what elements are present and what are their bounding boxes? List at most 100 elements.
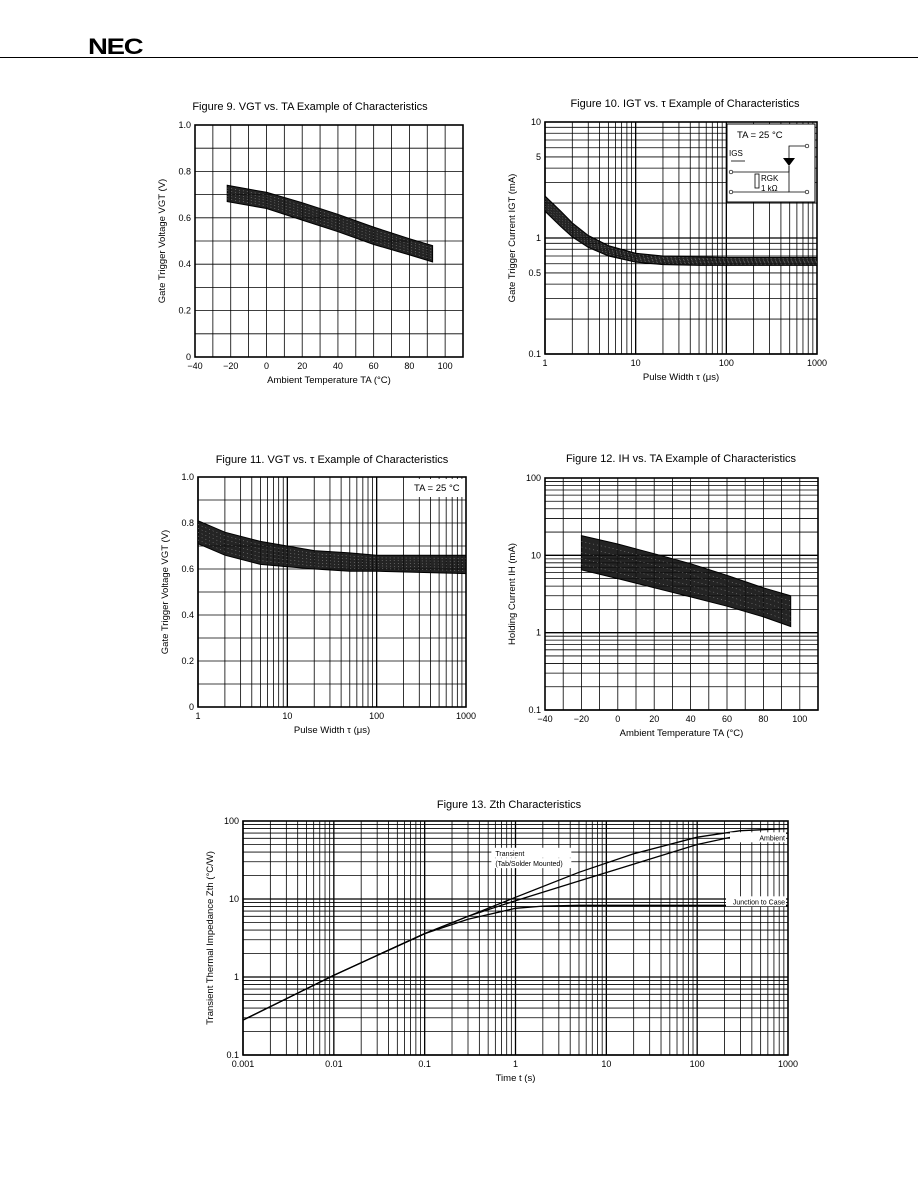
y-tick-label: 0.2: [181, 656, 194, 666]
band-texture-line: [544, 208, 817, 265]
x-axis-label: Pulse Width τ (μs): [643, 372, 719, 383]
x-tick-label: 60: [369, 361, 379, 371]
band-texture-line: [581, 546, 791, 607]
plot-frame: [544, 477, 819, 711]
grid: [242, 821, 788, 1056]
y-tick-label: 10: [229, 894, 239, 904]
y-tick-label: 1: [234, 972, 239, 982]
chart-title: Figure 9. VGT vs. TA Example of Characte…: [192, 101, 428, 113]
y-tick-label: 0.6: [181, 564, 194, 574]
x-tick-label: 1: [195, 711, 200, 721]
band-texture-line: [544, 206, 817, 263]
plot-frame: [544, 121, 818, 355]
series-label: Ambient: [759, 835, 785, 842]
x-tick-label: 60: [722, 714, 732, 724]
y-tick-label: 10: [531, 117, 541, 127]
y-tick-label: 1: [536, 628, 541, 638]
x-tick-label: 100: [792, 714, 807, 724]
y-tick-label: 0.1: [226, 1050, 239, 1060]
label-bg: [491, 858, 572, 869]
y-tick-label: 1: [536, 233, 541, 243]
y-axis-label: Gate Trigger Current IGT (mA): [507, 174, 518, 303]
x-tick-label: −40: [187, 361, 202, 371]
label-bg: [730, 832, 786, 843]
x-tick-label: 20: [649, 714, 659, 724]
figure-11-chart: TA = 25 °C 1 10 100 1000 0 0.2 0.4 0.6 0.8 1.0 Puls…: [160, 454, 476, 736]
y-tick-label: 0.5: [528, 268, 541, 278]
annotation-text: TA = 25 °C: [737, 130, 783, 141]
x-tick-label: 40: [333, 361, 343, 371]
band-texture-line: [581, 558, 791, 617]
plot-frame: [242, 820, 789, 1056]
x-tick-label: 1: [513, 1059, 518, 1069]
y-axis-label: Gate Trigger Voltage VGT (V): [160, 530, 171, 654]
y-tick-label: 0.8: [178, 166, 191, 176]
grid: [194, 124, 464, 358]
x-axis-label: Pulse Width τ (μs): [294, 725, 370, 736]
data-band: [580, 534, 792, 628]
x-tick-label: −20: [574, 714, 589, 724]
x-tick-label: 1000: [456, 711, 476, 721]
figure-9-chart: −40 −20 0 20 40 60 80 100 0 0.2 0.4 0.6 0.8 1.0 Ambien…: [157, 101, 464, 386]
x-tick-label: 1000: [807, 358, 827, 368]
x-tick-label: −20: [223, 361, 238, 371]
x-tick-label: 100: [438, 361, 453, 371]
band-texture-line: [581, 541, 791, 602]
inset-current-label: IGS: [729, 149, 743, 158]
x-tick-label: 1000: [778, 1059, 798, 1069]
plot-frame: [194, 124, 464, 358]
x-tick-label: 100: [719, 358, 734, 368]
x-axis-label: Ambient Temperature TA (°C): [267, 375, 391, 386]
band-texture-line: [581, 552, 791, 612]
series-label: Junction to Case: [733, 899, 785, 906]
inset-terminal: [728, 189, 734, 195]
y-tick-label: 0.8: [181, 518, 194, 528]
y-tick-label: 0.1: [528, 705, 541, 715]
inset-resistor-label: RGK: [761, 174, 779, 183]
y-tick-label: 0: [186, 352, 191, 362]
y-axis-label: Gate Trigger Voltage VGT (V): [157, 179, 168, 303]
x-tick-label: 0.001: [232, 1059, 255, 1069]
annotation-text: TA = 25 °C: [414, 483, 460, 494]
x-tick-label: 80: [758, 714, 768, 724]
y-tick-label: 0.4: [178, 259, 191, 269]
nec-logo: NEC: [88, 34, 144, 59]
inset-terminal: [804, 143, 810, 149]
inset-resistor-value: 1 kΩ: [761, 184, 778, 193]
band-texture-line: [544, 203, 817, 262]
series-label: Transient: [495, 851, 524, 858]
y-tick-label: 100: [526, 473, 541, 483]
x-tick-label: 0: [264, 361, 269, 371]
grid: [197, 476, 466, 708]
figure-13-chart: Ambient Transient (Tab/Solder Mounted) Junc…: [205, 799, 798, 1084]
x-tick-label: 10: [601, 1059, 611, 1069]
x-axis-label: Time t (s): [496, 1073, 536, 1084]
y-tick-label: 0.1: [528, 349, 541, 359]
y-tick-label: 100: [224, 816, 239, 826]
inset-frame: [726, 123, 816, 203]
x-tick-label: 1: [542, 358, 547, 368]
x-tick-label: −40: [537, 714, 552, 724]
chart-title: Figure 12. IH vs. TA Example of Characte…: [566, 453, 797, 465]
series-line-2: [242, 904, 788, 1021]
inset-wire: [788, 145, 807, 158]
y-tick-label: 0.6: [178, 213, 191, 223]
y-tick-label: 0: [189, 702, 194, 712]
x-tick-label: 0.01: [325, 1059, 343, 1069]
x-axis-label: Ambient Temperature TA (°C): [620, 728, 744, 739]
plot-frame: [197, 476, 467, 708]
chart-title: Figure 11. VGT vs. τ Example of Characte…: [216, 454, 449, 466]
inset-resistor: [754, 173, 760, 189]
label-bg: [726, 896, 786, 907]
inset-terminal: [804, 189, 810, 195]
thyristor-symbol: [783, 158, 795, 166]
y-axis-label: Holding Current IH (mA): [507, 543, 518, 645]
band-texture: [544, 198, 817, 265]
x-tick-label: 20: [297, 361, 307, 371]
y-tick-label: 1.0: [178, 120, 191, 130]
inset-terminal: [728, 169, 734, 175]
x-tick-label: 10: [631, 358, 641, 368]
band-texture-line: [544, 198, 817, 259]
chart-title: Figure 10. IGT vs. τ Example of Characte…: [570, 98, 800, 110]
